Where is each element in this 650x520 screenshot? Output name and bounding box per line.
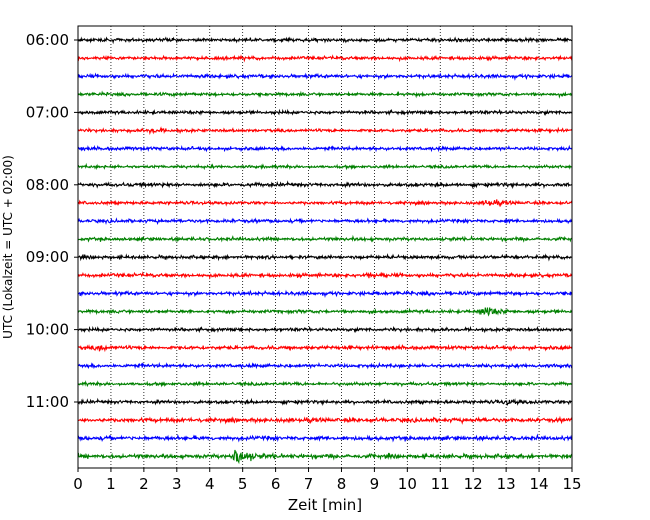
- trace-line: [77, 361, 573, 370]
- x-axis-ticks: 0 1 2 3 4 5 6 7 8 9 10 11 12 13 14 15: [73, 468, 582, 493]
- x-tick-label: 3: [172, 475, 182, 493]
- trace-line: [77, 397, 573, 407]
- y-tick-label: 06:00: [26, 31, 69, 49]
- trace-line: [77, 180, 573, 190]
- trace-line: [77, 144, 573, 153]
- trace-line: [77, 433, 573, 443]
- trace-line: [77, 343, 573, 353]
- y-tick-label: 07:00: [26, 103, 69, 121]
- x-tick-label: 1: [106, 475, 116, 493]
- trace-line: [77, 162, 573, 171]
- x-tick-label: 8: [337, 475, 347, 493]
- y-tick-label: 08:00: [26, 176, 69, 194]
- x-tick-label: 7: [304, 475, 314, 493]
- x-tick-label: 11: [431, 475, 450, 493]
- x-tick-label: 15: [562, 475, 581, 493]
- trace-line: [77, 307, 573, 317]
- trace-line: [77, 90, 573, 99]
- x-tick-label: 5: [238, 475, 248, 493]
- trace-line: [77, 126, 573, 136]
- x-tick-label: 13: [497, 475, 516, 493]
- trace-line: [77, 72, 573, 81]
- x-tick-label: 2: [139, 475, 149, 493]
- x-tick-label: 9: [370, 475, 380, 493]
- trace-line: [77, 415, 573, 425]
- trace-line: [77, 108, 573, 116]
- trace-line: [77, 217, 573, 226]
- trace-line: [77, 271, 573, 280]
- seismic-traces: [77, 36, 573, 465]
- x-tick-label: 14: [530, 475, 549, 493]
- x-tick-label: 0: [73, 475, 83, 493]
- y-tick-label: 10:00: [26, 321, 69, 339]
- trace-line: [77, 253, 573, 262]
- y-tick-label: 09:00: [26, 248, 69, 266]
- x-tick-label: 6: [271, 475, 281, 493]
- trace-line: [77, 325, 573, 334]
- trace-line: [77, 234, 573, 244]
- y-axis-label: UTC (Lokalzeit = UTC + 02:00): [1, 155, 15, 339]
- y-axis-ticks: 06:00 07:00 08:00 09:00 10:00 11:00: [26, 31, 78, 411]
- trace-line: [77, 289, 573, 299]
- x-axis-label: Zeit [min]: [288, 496, 362, 514]
- trace-line: [77, 36, 573, 45]
- x-tick-label: 10: [398, 475, 417, 493]
- y-tick-label: 11:00: [26, 393, 69, 411]
- trace-line: [77, 54, 573, 63]
- trace-line: [77, 380, 573, 388]
- trace-line: [77, 199, 573, 207]
- x-tick-label: 12: [464, 475, 483, 493]
- x-tick-label: 4: [205, 475, 215, 493]
- plot-frame: [77, 25, 573, 469]
- trace-line: [77, 449, 573, 465]
